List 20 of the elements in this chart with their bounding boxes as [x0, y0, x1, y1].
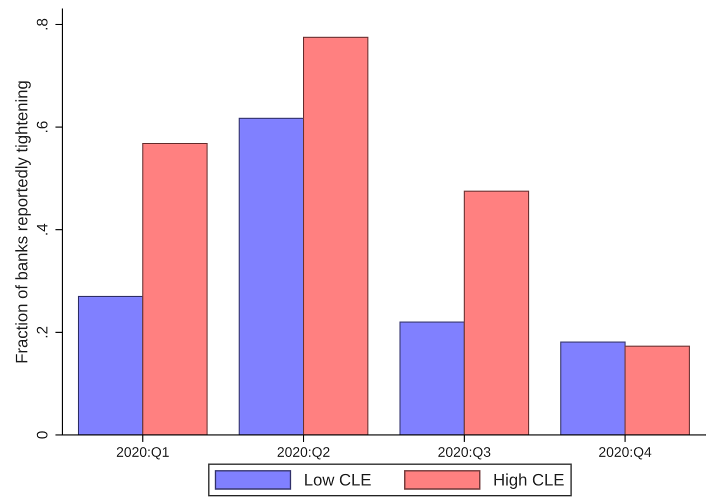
x-tick-label: 2020:Q2 — [278, 447, 330, 460]
y-axis-title: Fraction of banks reportedly tightening — [15, 81, 31, 362]
x-tick-label: 2020:Q4 — [599, 447, 652, 460]
bar — [624, 346, 690, 435]
y-tick-label: .6 — [36, 121, 48, 132]
bar — [302, 36, 368, 435]
x-tick-label: 2020:Q3 — [438, 447, 490, 460]
bar — [399, 322, 465, 435]
legend-label: High CLE — [494, 473, 564, 489]
x-tick-label: 2020:Q1 — [116, 447, 169, 460]
y-tick-label: 0 — [36, 431, 48, 439]
y-tick-label: .2 — [36, 326, 48, 338]
bar — [78, 296, 144, 435]
y-tick-label: .8 — [36, 18, 48, 30]
y-tick-label: .4 — [36, 224, 48, 235]
bar — [464, 190, 530, 435]
bar — [560, 342, 626, 435]
bar — [142, 142, 208, 435]
bar — [238, 118, 304, 435]
legend-label: Low CLE — [305, 474, 371, 486]
